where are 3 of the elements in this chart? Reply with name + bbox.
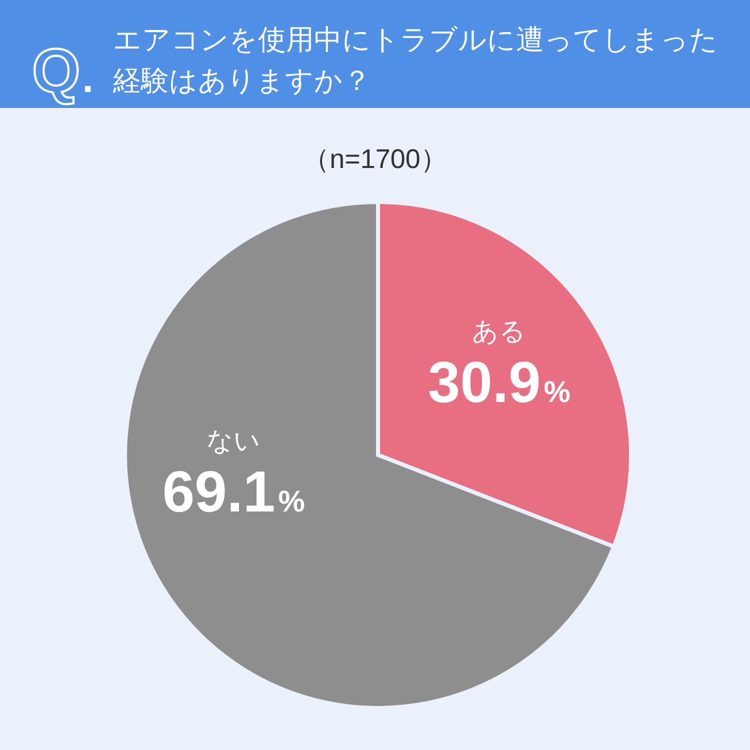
annotation: Q.: [32, 37, 94, 106]
title: エアコンを使用中にトラブルに遭ってしまった経験はありますか？: [113, 24, 718, 96]
subtitle: （n=1700）: [302, 144, 448, 174]
